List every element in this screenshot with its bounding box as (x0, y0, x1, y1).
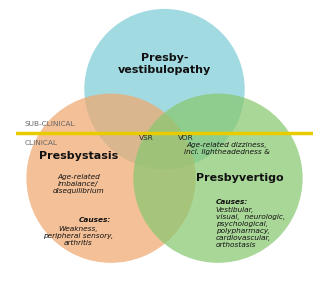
Circle shape (133, 94, 303, 263)
Text: VSR: VSR (139, 135, 153, 141)
Circle shape (26, 94, 196, 263)
Text: SUB-CLINICAL: SUB-CLINICAL (25, 121, 76, 127)
Text: Presby-
vestibulopathy: Presby- vestibulopathy (118, 53, 211, 75)
Text: Age-related
imbalance/
disequilibrium: Age-related imbalance/ disequilibrium (53, 174, 104, 194)
Text: Weakness,
peripheral sensory,
arthritis: Weakness, peripheral sensory, arthritis (43, 226, 114, 246)
Circle shape (84, 9, 245, 169)
Text: Vestibular,
visual,  neurologic,
psychological,
polypharmacy,
cardiovascular,
or: Vestibular, visual, neurologic, psycholo… (216, 207, 285, 248)
Text: Age-related dizziness,
incl. lightheadedness &: Age-related dizziness, incl. lightheaded… (184, 142, 270, 155)
Text: Presbyvertigo: Presbyvertigo (196, 173, 284, 183)
Text: Presbystasis: Presbystasis (39, 151, 118, 161)
Text: VOR: VOR (178, 135, 194, 141)
Text: Causes:: Causes: (215, 199, 248, 205)
Text: Causes:: Causes: (78, 217, 111, 223)
Text: CLINICAL: CLINICAL (25, 140, 58, 146)
